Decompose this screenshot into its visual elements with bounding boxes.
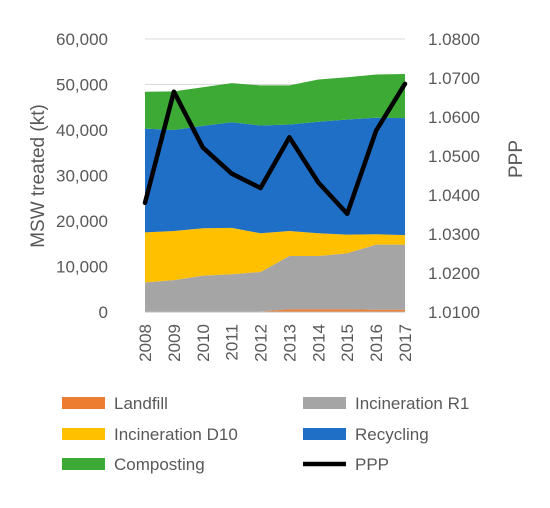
legend-label: Landfill (114, 394, 168, 413)
legend-swatch (62, 458, 105, 470)
legend-label: PPP (355, 455, 389, 474)
x-tick-label: 2014 (309, 324, 328, 362)
y2-tick-label: 1.0800 (428, 30, 480, 49)
legend-item-recycling: Recycling (303, 425, 429, 444)
y2-tick-label: 1.0200 (428, 264, 480, 283)
y2-tick-label: 1.0500 (428, 147, 480, 166)
y2-tick-label: 1.0100 (428, 303, 480, 322)
y-tick-label: 50,000 (56, 76, 108, 95)
legend-label: Composting (114, 455, 205, 474)
x-tick-label: 2017 (396, 324, 415, 362)
legend-label: Incineration D10 (114, 425, 238, 444)
y-axis-title: MSW treated (kt) (28, 104, 49, 248)
y2-axis-ticks: 1.0100 1.0200 1.0300 1.0400 1.0500 1.0600 1.07… (428, 30, 480, 322)
y-tick-label: 30,000 (56, 167, 108, 186)
area-recycling (145, 117, 405, 236)
y2-axis-title: PPP (506, 140, 527, 178)
legend-swatch (303, 397, 346, 409)
y-tick-label: 0 (99, 303, 108, 322)
ppp-line-layer (142, 81, 408, 216)
y2-tick-label: 1.0400 (428, 186, 480, 205)
legend-item-incineration-r1: Incineration R1 (303, 394, 469, 413)
x-tick-label: 2010 (194, 324, 213, 362)
legend-item-landfill: Landfill (62, 394, 168, 413)
legend-swatch (62, 428, 105, 440)
legend-swatch (62, 397, 105, 409)
area-landfill (145, 309, 405, 312)
x-tick-label: 2011 (223, 324, 242, 361)
y2-tick-label: 1.0600 (428, 108, 480, 127)
x-tick-label: 2012 (252, 324, 271, 362)
legend-label: Recycling (355, 425, 429, 444)
y-tick-label: 40,000 (56, 121, 108, 140)
x-tick-label: 2015 (338, 324, 357, 362)
y-tick-label: 20,000 (56, 212, 108, 231)
area-incineration-d10 (145, 227, 405, 283)
y-axis-ticks: 0 10,000 20,000 30,000 40,000 50,000 60,000 (56, 30, 108, 322)
y-tick-label: 10,000 (56, 258, 108, 277)
area-incineration-r1 (145, 244, 405, 312)
legend-swatch (303, 428, 346, 440)
series-line-ppp (142, 81, 408, 216)
y-tick-label: 60,000 (56, 30, 108, 49)
x-tick-label: 2016 (367, 324, 386, 362)
x-tick-label: 2009 (165, 324, 184, 362)
y2-tick-label: 1.0700 (428, 69, 480, 88)
legend-item-ppp: PPP (303, 455, 389, 474)
stacked-areas (145, 74, 405, 313)
x-axis-ticks: 2008 2009 2010 2011 2012 2013 2014 2015 2016 2017 (136, 324, 415, 362)
area-composting (145, 74, 405, 130)
legend-item-composting: Composting (62, 455, 205, 474)
y2-tick-label: 1.0300 (428, 225, 480, 244)
legend-item-incineration-d10: Incineration D10 (62, 425, 238, 444)
x-tick-label: 2008 (136, 324, 155, 362)
x-tick-label: 2013 (280, 324, 299, 362)
legend: Landfill Incineration R1 Incineration D10 R… (62, 394, 469, 474)
legend-label: Incineration R1 (355, 394, 469, 413)
